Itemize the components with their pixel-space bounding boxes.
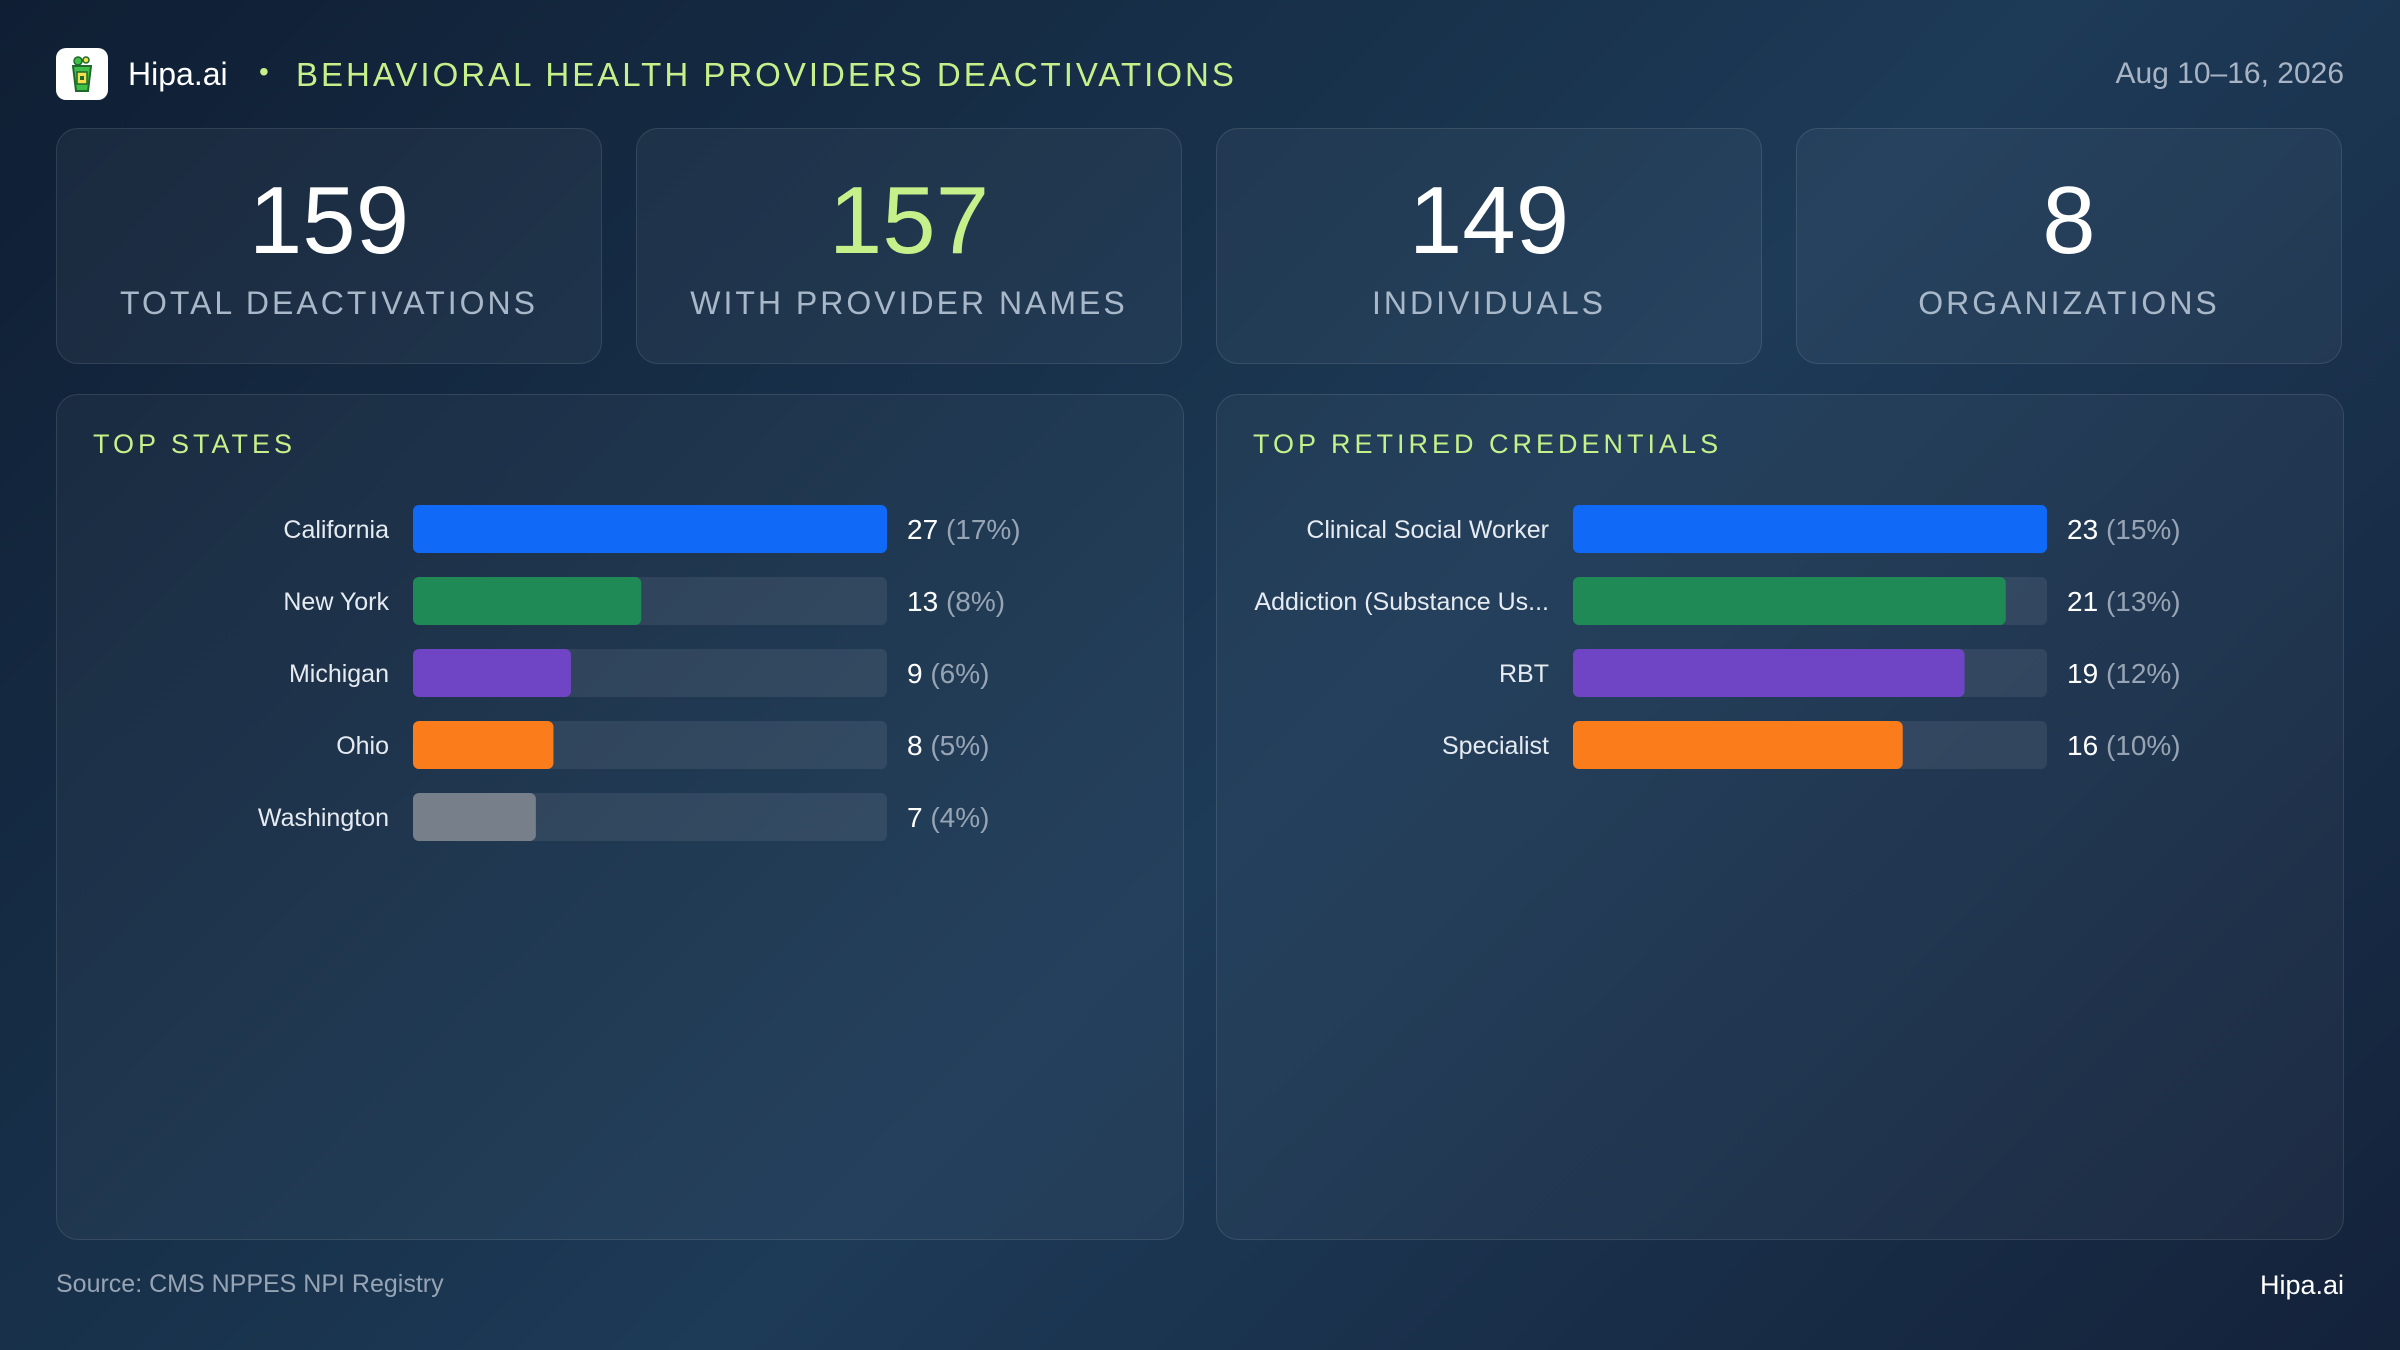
bar-category-label: Specialist (1442, 732, 1549, 760)
bar-value-label: 16 (10%) (2067, 730, 2181, 761)
bar (1573, 505, 2047, 553)
bar (413, 577, 642, 625)
bar-category-label: RBT (1499, 660, 1549, 688)
bar (413, 649, 571, 697)
panel-title: TOP RETIRED CREDENTIALS (1253, 429, 1723, 459)
top-states-panel: TOP STATES California 27 (17%) New York 13 … (56, 394, 1184, 1240)
top-credentials-chart: Clinical Social Worker 23 (15%) Addiction … (1254, 505, 2181, 769)
date-range: Aug 10–16, 2026 (2115, 57, 2344, 90)
bar-value-label: 9 (6%) (907, 658, 989, 689)
bar (1573, 649, 1965, 697)
kpi-value: 8 (2042, 167, 2096, 274)
bar-category-label: New York (283, 588, 389, 616)
bar-category-label: Clinical Social Worker (1306, 516, 1549, 544)
panel-title: TOP STATES (93, 429, 297, 459)
kpi-card-individuals: 149 INDIVIDUALS (1216, 128, 1762, 364)
top-states-chart: California 27 (17%) New York 13 (8%) Michiga… (258, 505, 1021, 841)
hipa-logo-icon (56, 48, 108, 100)
bar-category-label: Washington (258, 804, 389, 832)
bar-category-label: Ohio (336, 732, 389, 760)
brand-name: Hipa.ai (128, 56, 228, 92)
kpi-value: 149 (1408, 167, 1570, 274)
kpi-value: 159 (248, 167, 410, 274)
bar (413, 721, 554, 769)
kpi-card-organizations: 8 ORGANIZATIONS (1796, 128, 2342, 364)
title-separator: • (259, 56, 269, 87)
bar-value-label: 27 (17%) (907, 514, 1021, 545)
bar (1573, 721, 1903, 769)
bar-value-label: 23 (15%) (2067, 514, 2181, 545)
kpi-label: INDIVIDUALS (1372, 285, 1606, 321)
header: Hipa.ai • BEHAVIORAL HEALTH PROVIDERS DE… (56, 48, 2344, 100)
kpi-label: WITH PROVIDER NAMES (690, 285, 1128, 321)
bar-value-label: 13 (8%) (907, 586, 1005, 617)
kpi-card-total-deactivations: 159 TOTAL DEACTIVATIONS (56, 128, 602, 364)
bar (1573, 577, 2006, 625)
bar-category-label: California (283, 516, 389, 544)
bar-value-label: 7 (4%) (907, 802, 989, 833)
bar-value-label: 8 (5%) (907, 730, 989, 761)
bar (413, 505, 887, 553)
kpi-value: 157 (828, 167, 990, 274)
kpi-card-with-provider-names: 157 WITH PROVIDER NAMES (636, 128, 1182, 364)
bar-value-label: 21 (13%) (2067, 586, 2181, 617)
source-note: Source: CMS NPPES NPI Registry (56, 1270, 444, 1298)
top-credentials-panel: TOP RETIRED CREDENTIALS Clinical Social … (1216, 394, 2344, 1240)
kpi-label: TOTAL DEACTIVATIONS (120, 285, 538, 321)
bar-category-label: Michigan (289, 660, 389, 688)
footer-brand: Hipa.ai (2259, 1270, 2344, 1300)
bar (413, 793, 536, 841)
bar-category-label: Addiction (Substance Us... (1254, 588, 1549, 616)
kpi-label: ORGANIZATIONS (1918, 285, 2220, 321)
bar-value-label: 19 (12%) (2067, 658, 2181, 689)
page-title: BEHAVIORAL HEALTH PROVIDERS DEACTIVATION… (296, 56, 1237, 93)
